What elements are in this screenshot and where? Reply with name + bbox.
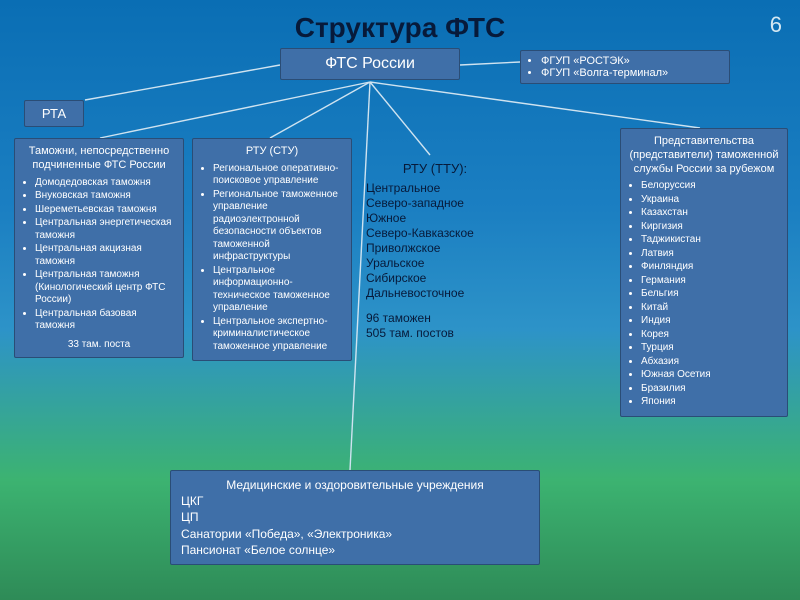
list-item: Центральное информационно-техническое та… (213, 265, 345, 315)
list-item: ФГУП «РОСТЭК» (541, 55, 723, 67)
list-item: Украина (641, 194, 781, 207)
stat-line: 96 таможен (366, 311, 504, 326)
list-item: Шереметьевская таможня (35, 204, 177, 217)
list-item: Домодедовская таможня (35, 177, 177, 190)
node-header: Таможни, непосредственно подчиненные ФТС… (21, 145, 177, 173)
list-item: Северо-западное (366, 196, 504, 211)
medical-node: Медицинские и оздоровительные учреждения… (170, 470, 540, 565)
list-item: Финляндия (641, 261, 781, 274)
list-item: ФГУП «Волга-терминал» (541, 67, 723, 79)
list-item: Приволжское (366, 241, 504, 256)
list-item: Белоруссия (641, 180, 781, 193)
foreign-reps-node: Представительства (представители) таможе… (620, 128, 788, 417)
list-item: Северо-Кавказское (366, 226, 504, 241)
list-item: Казахстан (641, 207, 781, 220)
list-item: Центральная акцизная таможня (35, 243, 177, 268)
node-header: Представительства (представители) таможе… (627, 135, 781, 176)
list-item: Уральское (366, 256, 504, 271)
page-number: 6 (770, 12, 782, 38)
node-header: РТУ (СТУ) (199, 145, 345, 159)
slide-title: Структура ФТС (0, 0, 800, 44)
list-item: Пансионат «Белое солнце» (181, 542, 529, 558)
rtu-stu-node: РТУ (СТУ) Региональное оперативно-поиско… (192, 138, 352, 361)
list-item: Региональное оперативно-поисковое управл… (213, 163, 345, 188)
list-item: Южная Осетия (641, 369, 781, 382)
list-item: Китай (641, 302, 781, 315)
list-item: Центральная энергетическая таможня (35, 217, 177, 242)
list-item: Бразилия (641, 383, 781, 396)
list-item: Центральное экспертно-криминалистическое… (213, 316, 345, 354)
list-item: Германия (641, 275, 781, 288)
list-item: Киргизия (641, 221, 781, 234)
list-item: Корея (641, 329, 781, 342)
list-item: Южное (366, 211, 504, 226)
node-footer: 33 там. поста (21, 339, 177, 352)
root-node: ФТС России (280, 48, 460, 80)
list-item: Сибирское (366, 271, 504, 286)
list-item: ЦП (181, 509, 529, 525)
list-item: Центральная таможня (Кинологический цент… (35, 269, 177, 307)
list-item: Внуковская таможня (35, 190, 177, 203)
list-item: Дальневосточное (366, 286, 504, 301)
stat-line: 505 там. постов (366, 326, 504, 341)
list-item: Бельгия (641, 288, 781, 301)
list-item: Санатории «Победа», «Электроника» (181, 526, 529, 542)
list-item: Турция (641, 342, 781, 355)
direct-customs-node: Таможни, непосредственно подчиненные ФТС… (14, 138, 184, 358)
rtu-ttu-node: РТУ (ТТУ): Центральное Северо-западное Ю… (360, 155, 510, 347)
list-item: Латвия (641, 248, 781, 261)
list-item: Индия (641, 315, 781, 328)
rta-node: РТА (24, 100, 84, 127)
list-item: ЦКГ (181, 493, 529, 509)
list-item: Япония (641, 396, 781, 409)
fgup-node: ФГУП «РОСТЭК» ФГУП «Волга-терминал» (520, 50, 730, 84)
node-header: Медицинские и оздоровительные учреждения (181, 477, 529, 493)
list-item: Абхазия (641, 356, 781, 369)
list-item: Региональное таможенное управление радио… (213, 189, 345, 264)
node-header: РТУ (ТТУ): (366, 161, 504, 177)
list-item: Центральная базовая таможня (35, 308, 177, 333)
list-item: Таджикистан (641, 234, 781, 247)
list-item: Центральное (366, 181, 504, 196)
